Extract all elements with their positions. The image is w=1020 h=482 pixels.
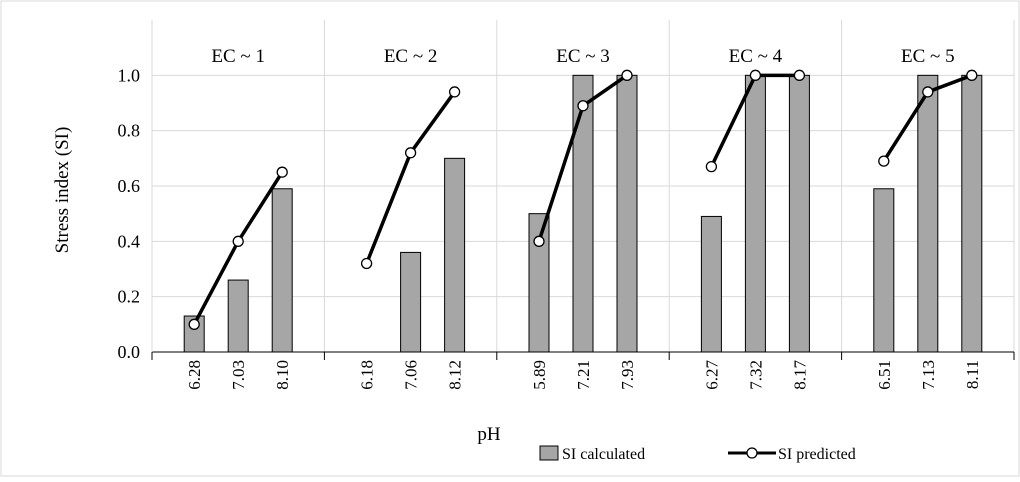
lines-si-predicted: [188, 69, 978, 330]
marker-si-predicted: [232, 235, 244, 247]
marker-si-predicted: [621, 69, 633, 81]
marker-si-predicted: [360, 257, 373, 270]
bar-si-calculated: [744, 74, 766, 353]
marker-si-predicted: [404, 147, 417, 159]
marker-si-predicted: [922, 86, 934, 98]
y-axis-title: Stress index (SI): [52, 127, 73, 254]
y-tick-label: 0.6: [118, 176, 141, 196]
legend-label-si-predicted: SI predicted: [778, 446, 856, 463]
marker-si-predicted: [276, 166, 288, 178]
marker-si-predicted: [749, 69, 762, 81]
bar-si-calculated: [700, 215, 722, 353]
x-tick-label: 8.11: [963, 360, 982, 389]
y-tick-label: 0.0: [118, 342, 141, 362]
bar-si-calculated: [271, 188, 293, 353]
x-tick-label: 6.27: [702, 360, 721, 390]
x-tick-label: 6.28: [185, 360, 204, 390]
bar-si-calculated: [572, 74, 594, 353]
bar-si-calculated: [788, 74, 810, 353]
legend-label-si-calculated: SI calculated: [562, 446, 645, 463]
bar-si-calculated: [961, 74, 983, 353]
x-tick-label: 7.03: [229, 360, 248, 390]
x-tick-label: 7.13: [919, 360, 938, 390]
group-label: EC ~ 5: [901, 46, 955, 67]
x-tick-label: 7.06: [402, 360, 421, 390]
y-tick-label: 0.2: [118, 287, 141, 307]
bar-si-calculated: [873, 188, 895, 353]
y-tick-label: 0.4: [118, 231, 141, 251]
marker-si-predicted: [533, 235, 545, 247]
group-label: EC ~ 3: [556, 46, 610, 67]
bar-si-calculated: [400, 251, 422, 353]
bar-si-calculated: [917, 74, 939, 353]
marker-si-predicted: [793, 69, 806, 81]
x-tick-label: 8.10: [273, 360, 292, 390]
x-tick-label: 7.21: [574, 360, 593, 390]
marker-si-predicted: [188, 318, 200, 330]
bar-si-calculated: [616, 74, 638, 353]
marker-si-predicted: [577, 100, 589, 112]
y-tick-label: 1.0: [118, 65, 141, 85]
group-label: EC ~ 1: [211, 46, 265, 67]
bar-si-calculated: [227, 279, 249, 353]
axes: [151, 20, 1015, 360]
x-tick-label: 7.93: [618, 360, 637, 390]
legend-marker-swatch: [746, 447, 758, 459]
legend-bar-swatch: [539, 445, 559, 461]
legend: SI calculated SI predicted: [539, 445, 856, 463]
marker-si-predicted: [878, 155, 890, 167]
x-tick-label: 6.51: [875, 360, 894, 390]
marker-si-predicted: [966, 69, 978, 81]
y-tick-label: 0.8: [118, 121, 141, 141]
marker-si-predicted: [448, 86, 461, 98]
group-label: EC ~ 2: [384, 46, 438, 67]
x-tick-label: 8.17: [790, 360, 809, 390]
x-tick-label: 7.32: [746, 360, 765, 390]
x-tick-label: 8.12: [446, 360, 465, 390]
marker-si-predicted: [705, 160, 718, 173]
x-tick-label: 6.18: [358, 360, 377, 390]
x-tick-label: 5.89: [530, 360, 549, 390]
bar-si-calculated: [528, 213, 550, 353]
bar-si-calculated: [444, 157, 466, 353]
group-label: EC ~ 4: [729, 46, 783, 67]
labels: 0.0 0.2 0.4 0.6 0.8 1.0 EC ~ 1 6.28 7.03 8.10 EC ~…: [118, 46, 982, 390]
x-axis-title: pH: [477, 424, 501, 445]
